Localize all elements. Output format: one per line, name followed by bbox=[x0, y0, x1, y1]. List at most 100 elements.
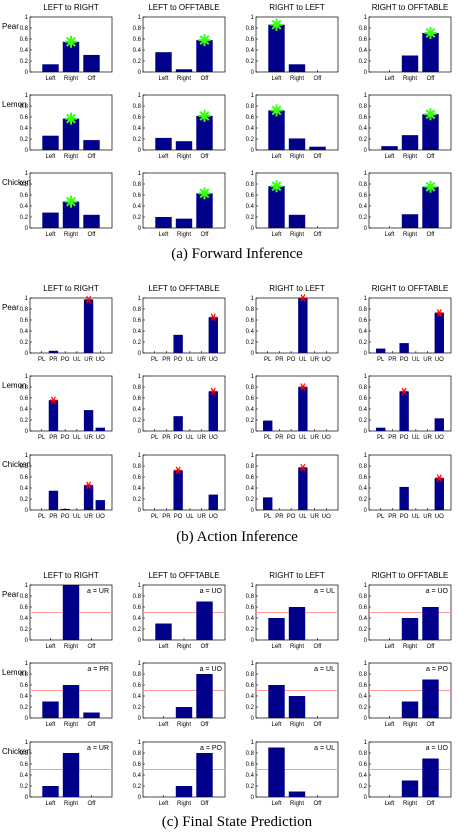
x-tick-label: Off bbox=[88, 722, 96, 728]
y-tick-label: 0 bbox=[25, 70, 29, 76]
x-tick-label: PL bbox=[377, 435, 385, 441]
y-tick-label: 0.4 bbox=[246, 407, 255, 413]
bar bbox=[62, 41, 80, 72]
bar bbox=[155, 623, 172, 640]
x-tick-label: PO bbox=[174, 357, 183, 363]
bar bbox=[175, 218, 193, 228]
y-tick-label: 1 bbox=[251, 171, 255, 177]
y-tick-label: 0.6 bbox=[246, 115, 255, 121]
y-tick-label: 0.8 bbox=[20, 182, 29, 188]
y-tick-label: 0.2 bbox=[133, 59, 142, 65]
y-tick-label: 0 bbox=[138, 638, 142, 644]
y-tick-label: 0.2 bbox=[359, 705, 368, 711]
action-annotation: a = UO bbox=[200, 666, 223, 673]
y-tick-label: 1 bbox=[138, 661, 142, 667]
y-tick-label: 0.8 bbox=[246, 26, 255, 32]
y-tick-label: 0.8 bbox=[246, 385, 255, 391]
bar bbox=[175, 707, 193, 718]
y-tick-label: 0.8 bbox=[20, 307, 29, 313]
plot-frame bbox=[255, 297, 339, 354]
x-tick-label: PO bbox=[400, 435, 409, 441]
bar bbox=[298, 298, 308, 353]
row-label: Chicken bbox=[2, 747, 31, 756]
y-tick-label: 0.6 bbox=[359, 762, 368, 768]
bar bbox=[268, 618, 285, 640]
x-tick-label: Right bbox=[64, 76, 78, 82]
bar bbox=[401, 135, 419, 150]
y-tick-label: 0.8 bbox=[246, 104, 255, 110]
row-label: Chicken bbox=[2, 178, 31, 187]
red-star-marker bbox=[49, 396, 58, 404]
y-tick-label: 0.6 bbox=[20, 193, 29, 199]
y-tick-label: 1 bbox=[25, 453, 29, 459]
y-tick-label: 1 bbox=[138, 740, 142, 746]
bar bbox=[196, 115, 213, 150]
x-tick-label: Off bbox=[201, 232, 209, 238]
y-tick-label: 0.6 bbox=[246, 762, 255, 768]
x-tick-label: UL bbox=[73, 357, 81, 363]
x-tick-label: Off bbox=[314, 154, 322, 160]
plot-frame bbox=[368, 375, 452, 432]
plot-frame bbox=[142, 375, 226, 432]
x-tick-label: Left bbox=[384, 232, 394, 238]
y-tick-label: 0.2 bbox=[133, 497, 142, 503]
x-tick-label: Right bbox=[177, 232, 191, 238]
action-annotation: a = PR bbox=[87, 666, 109, 673]
y-tick-label: 0.4 bbox=[359, 773, 368, 779]
red-star-marker bbox=[209, 313, 218, 322]
bar bbox=[208, 317, 218, 353]
y-tick-label: 0.2 bbox=[246, 340, 255, 346]
x-tick-label: UO bbox=[322, 435, 331, 441]
x-tick-label: Left bbox=[384, 154, 394, 160]
subplot: 0 0.2 0.4 0.6 0.8 1 Left Right Off a = UL bbox=[246, 661, 339, 728]
subplot: 0 0.2 0.4 0.6 0.8 1 PL PR PO UL UR UO bbox=[359, 374, 452, 441]
y-tick-label: 0 bbox=[25, 795, 29, 801]
x-tick-label: Off bbox=[427, 76, 435, 82]
y-tick-label: 0.8 bbox=[133, 751, 142, 757]
y-tick-label: 0.8 bbox=[359, 104, 368, 110]
x-tick-label: Left bbox=[271, 801, 281, 807]
column-title: LEFT to OFFTABLE bbox=[148, 3, 219, 12]
y-tick-label: 0.4 bbox=[20, 694, 29, 700]
y-tick-label: 0.2 bbox=[20, 497, 29, 503]
x-tick-label: UO bbox=[435, 514, 444, 520]
green-star-marker bbox=[424, 108, 437, 121]
x-tick-label: UL bbox=[186, 435, 194, 441]
y-tick-label: 0.8 bbox=[246, 307, 255, 313]
y-tick-label: 0.6 bbox=[359, 475, 368, 481]
y-tick-label: 1 bbox=[25, 583, 29, 589]
x-tick-label: Off bbox=[314, 232, 322, 238]
x-tick-label: PL bbox=[38, 435, 46, 441]
plot-frame bbox=[29, 375, 113, 432]
x-tick-label: Left bbox=[158, 722, 168, 728]
y-tick-label: 0.2 bbox=[246, 784, 255, 790]
y-tick-label: 1 bbox=[138, 15, 142, 21]
red-star-marker bbox=[209, 387, 218, 396]
y-tick-label: 0.4 bbox=[359, 126, 368, 132]
y-tick-label: 0.8 bbox=[359, 751, 368, 757]
x-tick-label: PO bbox=[287, 514, 296, 520]
x-tick-label: Right bbox=[290, 644, 304, 650]
y-tick-label: 0.2 bbox=[246, 59, 255, 65]
y-tick-label: 0.2 bbox=[359, 340, 368, 346]
y-tick-label: 0.6 bbox=[133, 37, 142, 43]
y-tick-label: 0.6 bbox=[133, 683, 142, 689]
y-tick-label: 0.4 bbox=[246, 694, 255, 700]
x-tick-label: Right bbox=[290, 154, 304, 160]
y-tick-label: 0.8 bbox=[133, 385, 142, 391]
x-tick-label: Off bbox=[201, 154, 209, 160]
x-tick-label: UR bbox=[84, 357, 93, 363]
y-tick-label: 0.4 bbox=[359, 329, 368, 335]
subplot: 0 0.2 0.4 0.6 0.8 1 Left Right Off a = UO bbox=[359, 583, 452, 650]
column-title: RIGHT to OFFTABLE bbox=[372, 571, 449, 580]
y-tick-label: 0.4 bbox=[133, 48, 142, 54]
x-tick-label: UR bbox=[423, 357, 432, 363]
y-tick-label: 0.8 bbox=[359, 26, 368, 32]
bar bbox=[62, 753, 80, 797]
y-tick-label: 0.6 bbox=[246, 396, 255, 402]
x-tick-label: PL bbox=[151, 357, 159, 363]
x-tick-label: PO bbox=[400, 357, 409, 363]
y-tick-label: 1 bbox=[25, 296, 29, 302]
subplot: 0 0.2 0.4 0.6 0.8 1 Left Right Off bbox=[133, 93, 226, 160]
y-tick-label: 0.8 bbox=[133, 182, 142, 188]
